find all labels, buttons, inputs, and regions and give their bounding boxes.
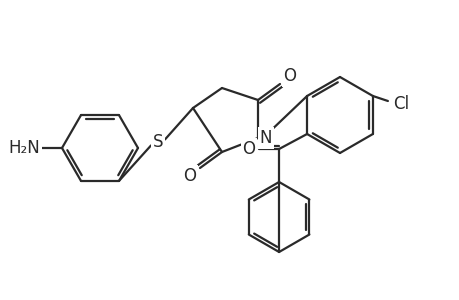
Text: N: N [259, 129, 272, 147]
Text: O: O [242, 140, 255, 158]
Text: H₂N: H₂N [8, 139, 40, 157]
Text: O: O [283, 67, 296, 85]
Text: Cl: Cl [392, 95, 408, 113]
Text: S: S [152, 134, 163, 152]
Text: O: O [183, 167, 196, 185]
